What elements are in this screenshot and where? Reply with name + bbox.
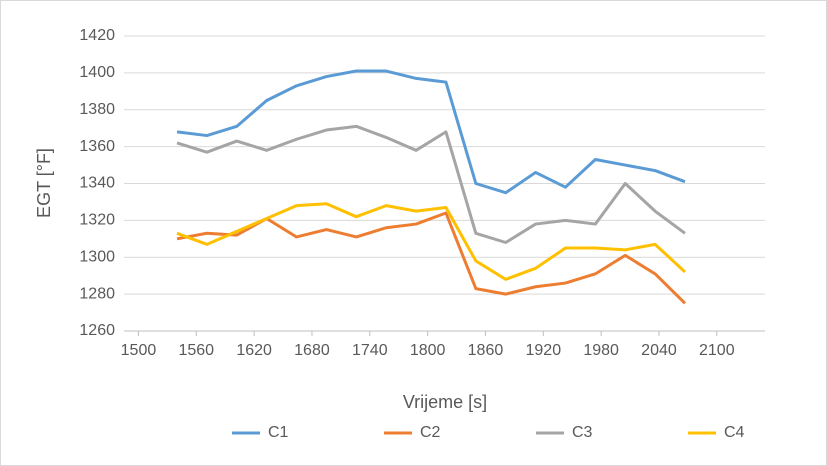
- y-axis-label: EGT [°F]: [34, 148, 54, 218]
- y-tick-label: 1340: [79, 175, 115, 192]
- legend-label: C1: [268, 424, 289, 441]
- y-tick-label: 1400: [79, 64, 115, 81]
- x-tick-label: 1680: [294, 342, 330, 359]
- legend-label: C3: [572, 424, 593, 441]
- series-line: [176, 124, 686, 244]
- x-tick-label: 1980: [583, 342, 619, 359]
- y-tick-label: 1300: [79, 248, 115, 265]
- x-tick-label: 1560: [178, 342, 214, 359]
- legend-label: C2: [420, 424, 441, 441]
- x-tick-label: 1800: [410, 342, 446, 359]
- x-tick-label: 2040: [641, 342, 677, 359]
- x-tick-label: 1860: [468, 342, 504, 359]
- x-axis-label: Vrijeme [s]: [403, 392, 487, 412]
- y-tick-label: 1360: [79, 138, 115, 155]
- x-tick-label: 1920: [526, 342, 562, 359]
- x-tick-label: 1500: [121, 342, 157, 359]
- x-tick-label: 1740: [352, 342, 388, 359]
- y-tick-label: 1380: [79, 101, 115, 118]
- y-tick-label: 1420: [79, 27, 115, 44]
- series-line: [176, 202, 687, 281]
- y-tick-label: 1260: [79, 322, 115, 339]
- x-tick-label: 1620: [236, 342, 272, 359]
- x-tick-label: 2100: [699, 342, 735, 359]
- legend-label: C4: [724, 424, 745, 441]
- y-tick-label: 1320: [79, 212, 115, 229]
- y-tick-label: 1280: [79, 285, 115, 302]
- series-line: [176, 69, 686, 195]
